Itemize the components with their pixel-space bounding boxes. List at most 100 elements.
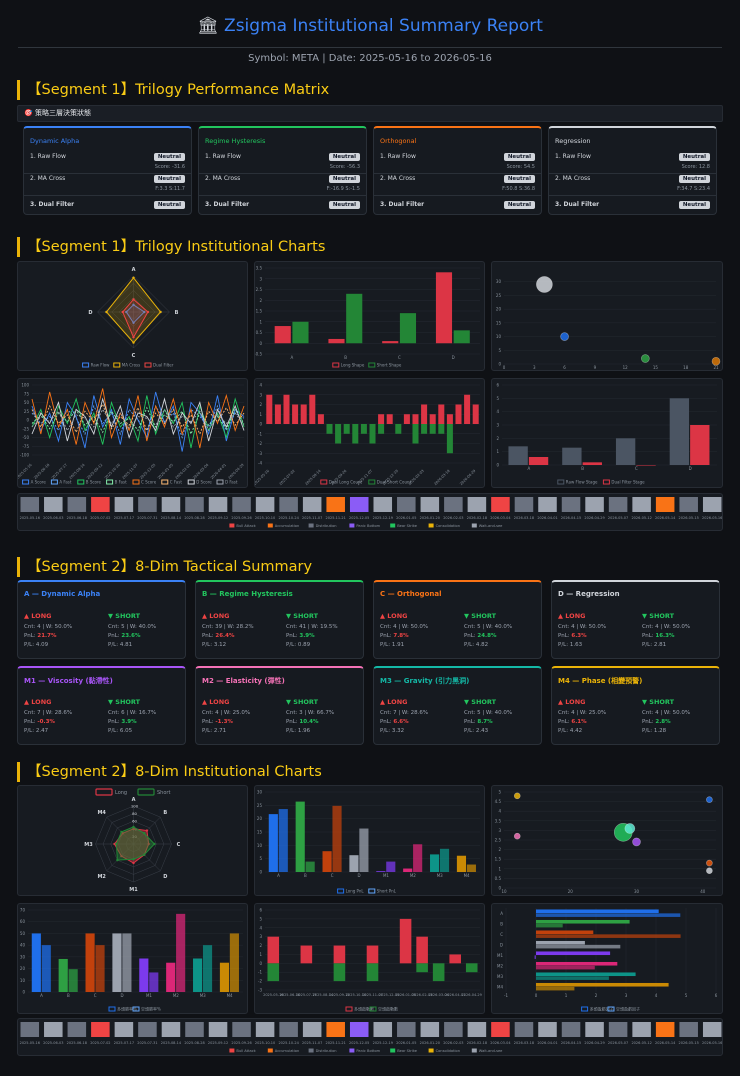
x-tick-label: 2025-06-18 bbox=[67, 516, 87, 520]
x-tick-label: 2025-12-05 bbox=[379, 993, 399, 997]
matrix-divider bbox=[374, 173, 541, 174]
bar bbox=[333, 963, 346, 982]
matrix-card-title: Regime Hysteresis bbox=[205, 137, 266, 145]
y-tick-label: 0 bbox=[26, 418, 29, 423]
summary-card: M3 — Gravity (引力黑洞) ▲ LONG Cnt: 7 | W: 28.… bbox=[373, 666, 542, 745]
report-title: 🏛 Zsigma Institutional Summary Report bbox=[0, 16, 740, 36]
legend-label: Dual Filter bbox=[153, 363, 174, 368]
regime-cell bbox=[185, 497, 204, 512]
bar bbox=[536, 951, 611, 956]
x-tick-label: 2025-12-19 bbox=[373, 516, 393, 520]
bubble-point bbox=[711, 356, 721, 366]
bar bbox=[274, 326, 291, 344]
x-tick-label: 2026-05-07 bbox=[608, 1041, 628, 1045]
bar bbox=[403, 868, 413, 872]
summary-short-label: ▼ SHORT bbox=[108, 698, 141, 706]
regime-cell bbox=[561, 1022, 581, 1037]
y-tick-label: -2 bbox=[258, 979, 262, 984]
legend-swatch bbox=[50, 479, 58, 485]
summary-pf: P/L: 2.43 bbox=[464, 728, 489, 734]
bar bbox=[446, 414, 453, 424]
summary-short-label: ▼ SHORT bbox=[286, 612, 319, 620]
matrix-row-label: 2. MA Cross bbox=[30, 175, 66, 182]
y-tick-label: 3.5 bbox=[256, 266, 263, 271]
bar bbox=[536, 944, 621, 949]
bar bbox=[317, 414, 324, 424]
y-tick-label: -4 bbox=[258, 461, 262, 466]
bar bbox=[360, 424, 367, 434]
radar-tick-label: 20 bbox=[132, 834, 137, 839]
bar bbox=[378, 414, 385, 424]
y-tick-label: -1 bbox=[258, 431, 262, 436]
chart-s2-winrate: 70 60 50 40 30 20 10 0 A B C D M1 M2 M3 M4 多頭勝率% 空頭勝率% bbox=[17, 903, 248, 1014]
y-tick-label: 3.5 bbox=[495, 818, 502, 823]
bar bbox=[466, 864, 476, 872]
status-badge: Neutral bbox=[328, 175, 360, 183]
y-tick-label: 20 bbox=[257, 816, 263, 821]
matrix-score: Score: -31.6 bbox=[154, 164, 185, 170]
summary-pnl-value: 16.3% bbox=[655, 633, 675, 639]
x-tick-label: D bbox=[689, 466, 692, 471]
summary-pnl-label: PnL: bbox=[286, 719, 300, 725]
x-tick-label: 2025-08-28 bbox=[184, 516, 204, 520]
y-tick-label: 25 bbox=[496, 293, 502, 298]
x-tick-label: 2025-10-10 bbox=[255, 516, 275, 520]
bar bbox=[322, 851, 332, 872]
summary-pnl-value: 10.4% bbox=[299, 719, 319, 725]
regime-cell bbox=[585, 1022, 604, 1037]
summary-pf: P/L: 3.32 bbox=[380, 728, 405, 734]
legend-label: 空頭啟動數 bbox=[378, 1006, 398, 1012]
matrix-row: 2. MA Cross Neutral bbox=[380, 175, 535, 184]
x-tick-label: 2025-12-05 bbox=[139, 463, 156, 480]
legend-swatch bbox=[349, 1048, 355, 1053]
radar-axis-label: C bbox=[177, 842, 181, 848]
bar bbox=[278, 809, 288, 872]
section-title-s1-matrix: 【Segment 1】Trilogy Performance Matrix bbox=[17, 80, 329, 100]
legend-label: Dual Filter Stage bbox=[611, 480, 645, 485]
bar bbox=[300, 404, 307, 424]
x-tick-label: M4 bbox=[464, 873, 470, 878]
x-tick-label: 2025-09-12 bbox=[86, 463, 103, 480]
bar bbox=[464, 394, 471, 424]
bar bbox=[536, 965, 595, 970]
status-badge: Neutral bbox=[503, 175, 535, 183]
status-badge: Neutral bbox=[678, 201, 710, 209]
regime-cell bbox=[161, 497, 181, 512]
summary-pnl-value: 7.8% bbox=[393, 633, 409, 639]
bar bbox=[536, 976, 609, 980]
y-tick-label: 3 bbox=[498, 828, 501, 833]
regime-cell bbox=[397, 1022, 416, 1037]
matrix-row-label: 3. Dual Filter bbox=[555, 201, 600, 208]
y-tick-label: 0.5 bbox=[495, 876, 502, 881]
bar bbox=[349, 855, 359, 872]
matrix-row: 2. MA Cross Neutral bbox=[30, 175, 185, 184]
x-tick-label: 2025-05-16 bbox=[20, 516, 40, 520]
legend-label: Accumulation bbox=[275, 1049, 300, 1053]
summary-pnl: PnL: 21.7% bbox=[24, 633, 104, 639]
summary-count: Cnt: 6 | W: 16.7% bbox=[108, 710, 157, 716]
y-tick-label: 60 bbox=[20, 919, 26, 924]
matrix-divider bbox=[549, 173, 716, 174]
x-tick-label: 2026-01-05 bbox=[396, 1041, 416, 1045]
summary-pnl: PnL: 6.3% bbox=[558, 633, 638, 639]
bar bbox=[412, 414, 419, 424]
legend-swatch bbox=[368, 479, 376, 485]
bubble-point bbox=[513, 832, 521, 840]
x-tick-label: 2025-09-26 bbox=[231, 1041, 251, 1045]
radar-point bbox=[145, 829, 149, 832]
radar-tick-label: 100 bbox=[131, 804, 139, 809]
summary-short-column: ▼ SHORT Cnt: 6 | W: 16.7% PnL: 3.9% P/L: 6.… bbox=[108, 698, 185, 737]
bar bbox=[536, 972, 636, 977]
matrix-score: F:-16.9 S:-1.5 bbox=[326, 186, 360, 192]
summary-pnl: PnL: 8.7% bbox=[464, 719, 541, 725]
bar bbox=[430, 854, 440, 872]
summary-pnl: PnL: 26.4% bbox=[202, 633, 282, 639]
bar bbox=[528, 457, 549, 465]
bar bbox=[139, 958, 149, 992]
radar-axis-label: B bbox=[163, 810, 167, 816]
bar bbox=[202, 945, 213, 992]
legend-label: A Fast bbox=[59, 480, 71, 485]
y-tick-label: 0.5 bbox=[256, 330, 263, 335]
summary-pf: P/L: 0.89 bbox=[286, 642, 311, 648]
